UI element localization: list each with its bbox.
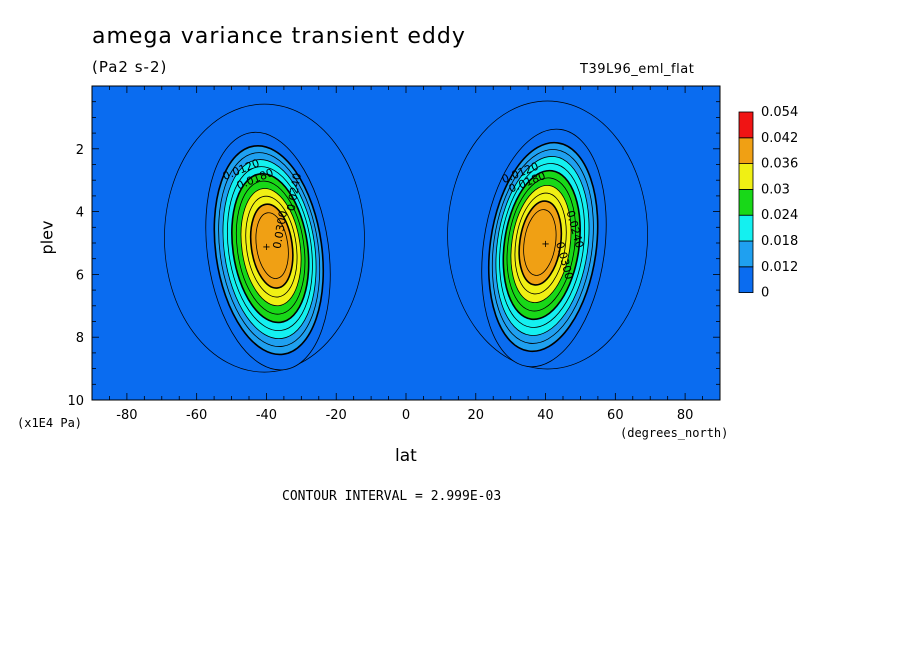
colorbar-swatch xyxy=(738,163,754,190)
plot-background xyxy=(92,86,720,400)
x-tick-label: 20 xyxy=(468,408,485,423)
chart-title: amega variance transient eddy xyxy=(92,24,466,49)
maximum-marker: + xyxy=(541,239,549,250)
colorbar-label: 0.012 xyxy=(761,260,798,275)
contour-line xyxy=(447,100,648,370)
contour-interval: CONTOUR INTERVAL = 2.999E-03 xyxy=(282,489,502,504)
colorbar-label: 0.036 xyxy=(761,157,798,172)
contour-line xyxy=(514,192,567,295)
colorbar-swatch xyxy=(738,214,754,242)
x-tick-label: 60 xyxy=(607,408,624,423)
y-tick-label: 10 xyxy=(67,394,84,409)
x-axis-label: lat xyxy=(395,446,417,466)
x-tick-label: 0 xyxy=(402,408,410,423)
contour-line xyxy=(218,152,321,347)
colorbar-swatch xyxy=(738,111,754,139)
x-tick-label: 80 xyxy=(677,408,694,423)
contour-line xyxy=(491,149,594,344)
contour-line xyxy=(499,163,586,328)
x-tick-label: -60 xyxy=(186,408,207,423)
x-tick-label: -20 xyxy=(326,408,347,423)
contour-line xyxy=(235,180,306,315)
chart-units: (Pa2 s-2) xyxy=(92,58,168,76)
maximum-marker: + xyxy=(262,242,270,253)
contour-line xyxy=(164,103,365,373)
contour-line xyxy=(255,212,289,279)
x-tick-label: -40 xyxy=(256,408,277,423)
contour-line xyxy=(523,209,557,276)
colorbar-swatch xyxy=(738,137,754,165)
x-tick-label: -80 xyxy=(116,408,137,423)
colorbar-label: 0.042 xyxy=(761,131,798,146)
colorbar-label: 0.024 xyxy=(761,208,798,223)
contour-line xyxy=(245,195,298,298)
colorbar-swatch xyxy=(738,266,754,293)
colorbar-label: 0 xyxy=(761,286,769,301)
y-tick-label: 4 xyxy=(76,206,84,221)
y-axis-unit: (x1E4 Pa) xyxy=(17,416,83,430)
experiment-label: T39L96_eml_flat xyxy=(580,62,695,77)
colorbar-label: 0.018 xyxy=(761,234,798,249)
contour-line xyxy=(506,177,577,312)
maximum-region-2: + xyxy=(447,100,648,370)
y-tick-label: 6 xyxy=(76,268,84,283)
colorbar-swatch xyxy=(738,240,754,268)
maximum-region-1: + xyxy=(164,103,365,373)
colorbar-label: 0.03 xyxy=(761,182,790,197)
y-tick-label: 2 xyxy=(76,143,84,158)
y-tick-label: 8 xyxy=(76,331,84,346)
x-axis-unit: (degrees_north) xyxy=(620,426,729,440)
contour-line xyxy=(226,166,313,332)
x-tick-label: 40 xyxy=(537,408,554,423)
colorbar-swatch xyxy=(738,188,754,216)
colorbar-label: 0.054 xyxy=(761,105,798,120)
